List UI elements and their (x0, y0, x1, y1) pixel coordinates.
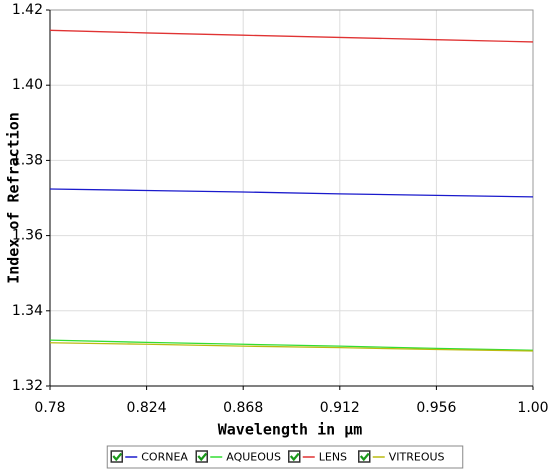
y-tick-label: 1.40 (12, 77, 43, 93)
series-line (49, 342, 534, 352)
legend-label: AQUEOUS (226, 451, 281, 464)
y-tick-label: 1.34 (12, 303, 43, 319)
y-tick-label: 1.42 (12, 2, 43, 18)
y-axis-title: Index of Refraction (5, 112, 23, 284)
legend-checkbox[interactable] (195, 450, 208, 463)
series-line (49, 29, 534, 43)
x-tick-label: 0.912 (320, 400, 360, 416)
legend-label: LENS (319, 451, 347, 464)
y-tick-label: 1.32 (12, 378, 43, 394)
series-line (49, 188, 534, 198)
y-tick-label: 1.38 (12, 152, 43, 168)
legend-checkbox[interactable] (288, 450, 301, 463)
x-tick-label: 0.868 (223, 400, 263, 416)
x-tick-label: 0.78 (34, 400, 65, 416)
legend-label: CORNEA (141, 451, 188, 464)
legend-checkbox[interactable] (110, 450, 123, 463)
legend-check (359, 452, 370, 462)
legend-check (112, 452, 123, 462)
x-tick-label: 0.824 (127, 400, 167, 416)
x-tick-label: 1.00 (517, 400, 548, 416)
y-tick-label: 1.36 (12, 228, 43, 244)
legend-label: VITREOUS (389, 451, 445, 464)
x-axis-title: Wavelength in µm (218, 421, 363, 439)
legend-check (289, 452, 300, 462)
legend-check (197, 452, 208, 462)
x-tick-label: 0.956 (416, 400, 456, 416)
legend-checkbox[interactable] (358, 450, 371, 463)
series-line (49, 339, 534, 351)
